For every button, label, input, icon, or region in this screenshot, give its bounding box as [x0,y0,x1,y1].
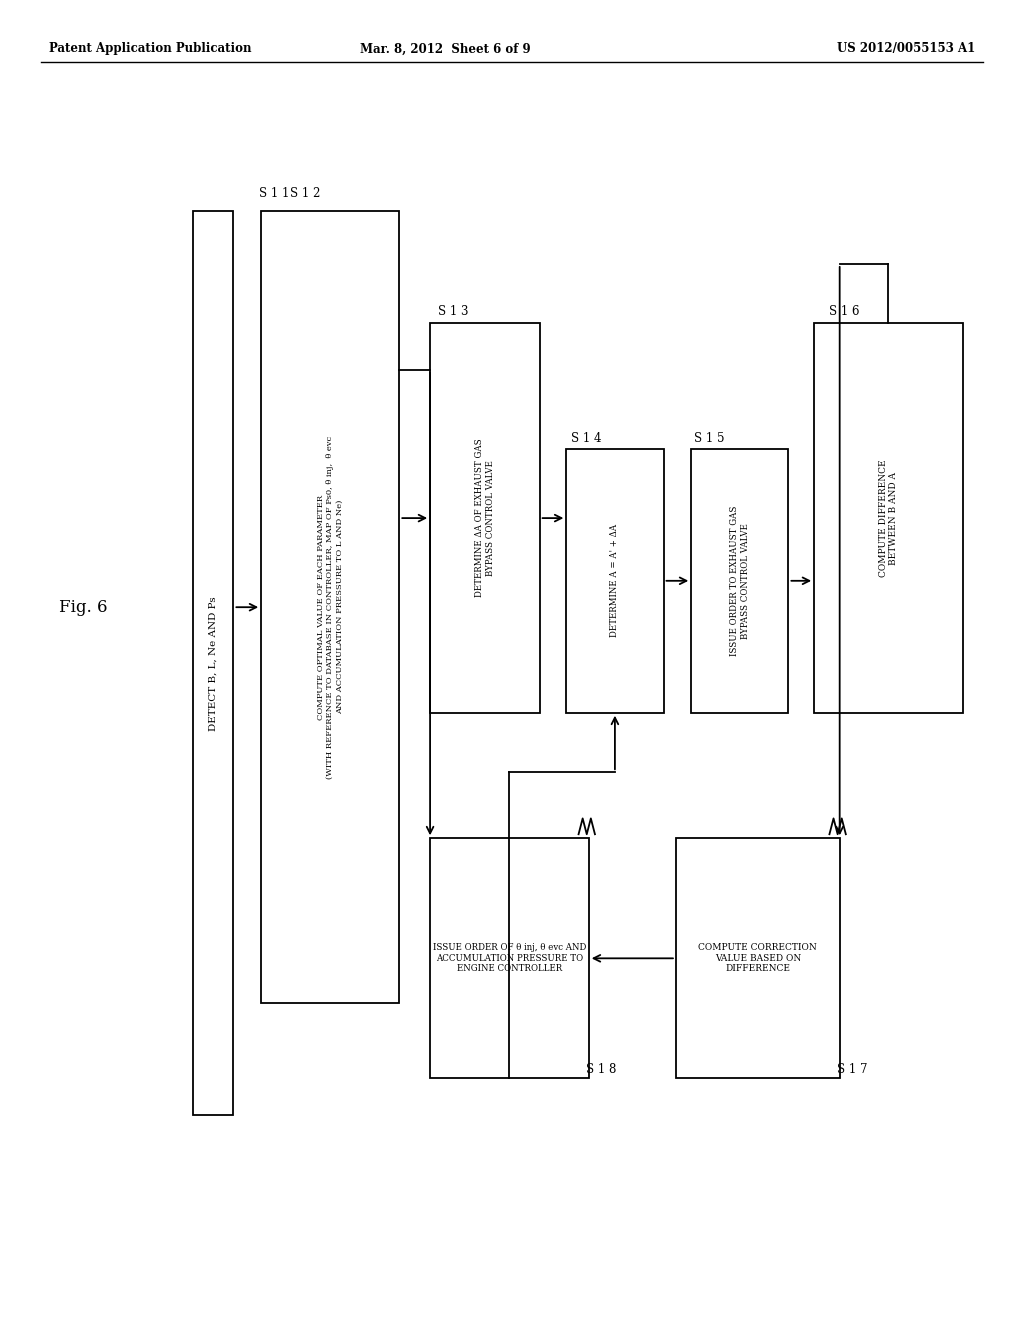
Text: S 1 2: S 1 2 [290,187,321,201]
Bar [814,323,963,713]
Text: S 1 8: S 1 8 [586,1063,616,1076]
Text: DETECT B, L, Ne AND Ps: DETECT B, L, Ne AND Ps [209,597,217,730]
Bar [430,323,540,713]
Text: US 2012/0055153 A1: US 2012/0055153 A1 [837,42,975,55]
Bar [193,211,233,1115]
Bar [676,838,840,1078]
Bar [691,449,788,713]
Text: DETERMINE A = A' + ΔA: DETERMINE A = A' + ΔA [610,524,620,638]
Text: S 1 6: S 1 6 [829,305,860,318]
Text: Patent Application Publication: Patent Application Publication [49,42,252,55]
Text: S 1 7: S 1 7 [837,1063,867,1076]
Text: ISSUE ORDER OF θ inj, θ evc AND
ACCUMULATION PRESSURE TO
ENGINE CONTROLLER: ISSUE ORDER OF θ inj, θ evc AND ACCUMULA… [433,944,586,973]
Bar [261,211,399,1003]
Text: S 1 4: S 1 4 [571,432,602,445]
Text: COMPUTE OPTIMAL VALUE OF EACH PARAMETER
(WITH REFERENCE TO DATABASE IN CONTROLLE: COMPUTE OPTIMAL VALUE OF EACH PARAMETER … [317,436,343,779]
Bar [430,838,589,1078]
Text: Mar. 8, 2012  Sheet 6 of 9: Mar. 8, 2012 Sheet 6 of 9 [360,42,530,55]
Text: S 1 3: S 1 3 [438,305,469,318]
Text: S 1 1: S 1 1 [259,187,290,201]
Bar [566,449,664,713]
Text: ISSUE ORDER TO EXHAUST GAS
BYPASS CONTROL VALVE: ISSUE ORDER TO EXHAUST GAS BYPASS CONTRO… [730,506,750,656]
Text: S 1 5: S 1 5 [694,432,725,445]
Text: DETERMINE ΔA OF EXHAUST GAS
BYPASS CONTROL VALVE: DETERMINE ΔA OF EXHAUST GAS BYPASS CONTR… [475,438,495,598]
Text: COMPUTE DIFFERENCE
BETWEEN B AND A: COMPUTE DIFFERENCE BETWEEN B AND A [879,459,898,577]
Text: COMPUTE CORRECTION
VALUE BASED ON
DIFFERENCE: COMPUTE CORRECTION VALUE BASED ON DIFFER… [698,944,817,973]
Text: Fig. 6: Fig. 6 [59,599,108,615]
